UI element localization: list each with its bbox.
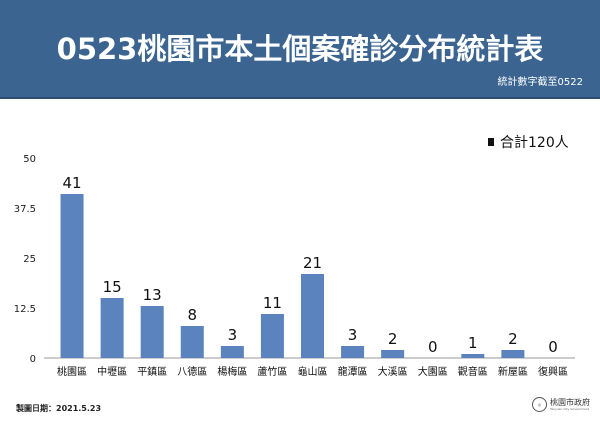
logo-en: Taoyuan City Government [550, 406, 589, 411]
data-label: 3 [348, 326, 358, 344]
data-label: 11 [263, 294, 282, 312]
legend: 合計120人 [488, 132, 569, 152]
x-tick-label: 平鎮區 [137, 365, 167, 378]
data-label: 8 [187, 306, 197, 324]
x-tick-label: 楊梅區 [217, 365, 247, 378]
data-label: 15 [103, 278, 122, 296]
x-tick-label: 龜山區 [298, 365, 328, 378]
bar [60, 194, 84, 358]
data-label: 2 [508, 330, 518, 348]
x-tick-label: 龍潭區 [338, 365, 368, 378]
bar [381, 350, 405, 358]
data-label: 0 [548, 338, 558, 356]
data-label: 13 [143, 286, 162, 304]
data-label: 0 [428, 338, 438, 356]
page-title: 0523桃園市本土個案確診分布統計表 [56, 32, 544, 66]
legend-swatch [488, 138, 494, 146]
bar [301, 274, 324, 358]
x-tick-label: 大園區 [418, 365, 448, 378]
header-banner: 0523桃園市本土個案確診分布統計表 統計數字截至0522 [0, 0, 600, 99]
y-tick-label: 25 [23, 254, 36, 265]
x-tick-label: 中壢區 [97, 365, 127, 378]
x-tick-label: 桃園區 [57, 365, 87, 378]
data-label: 1 [468, 334, 478, 352]
y-tick-label: 12.5 [14, 304, 36, 315]
x-tick-label: 觀音區 [458, 365, 488, 378]
bar [461, 354, 485, 358]
bar [100, 298, 124, 358]
bar [140, 306, 164, 358]
x-tick-label: 大溪區 [378, 365, 408, 378]
y-tick-label: 50 [23, 154, 36, 165]
x-tick-label: 新屋區 [498, 365, 528, 378]
bar [341, 346, 365, 358]
page-subtitle: 統計數字截至0522 [497, 77, 583, 88]
x-tick-label: 復興區 [538, 365, 568, 378]
x-tick-label: 八德區 [177, 365, 207, 378]
data-label: 41 [62, 174, 81, 192]
y-tick-label: 37.5 [14, 204, 36, 215]
data-label: 2 [388, 330, 398, 348]
bar [501, 350, 525, 358]
bar [180, 326, 204, 358]
bar [220, 346, 244, 358]
y-tick-label: 0 [30, 354, 36, 365]
logo-name: 桃園市政府 [550, 397, 590, 407]
seal-icon: ◎ [532, 397, 547, 412]
data-label: 3 [228, 326, 238, 344]
data-label: 21 [303, 254, 322, 272]
government-logo: ◎ 桃園市政府 Taoyuan City Government [532, 397, 590, 412]
bar [260, 314, 284, 358]
footer-date: 製圖日期：2021.5.23 [16, 404, 102, 413]
x-tick-label: 蘆竹區 [257, 365, 287, 378]
legend-label: 合計120人 [500, 135, 569, 151]
